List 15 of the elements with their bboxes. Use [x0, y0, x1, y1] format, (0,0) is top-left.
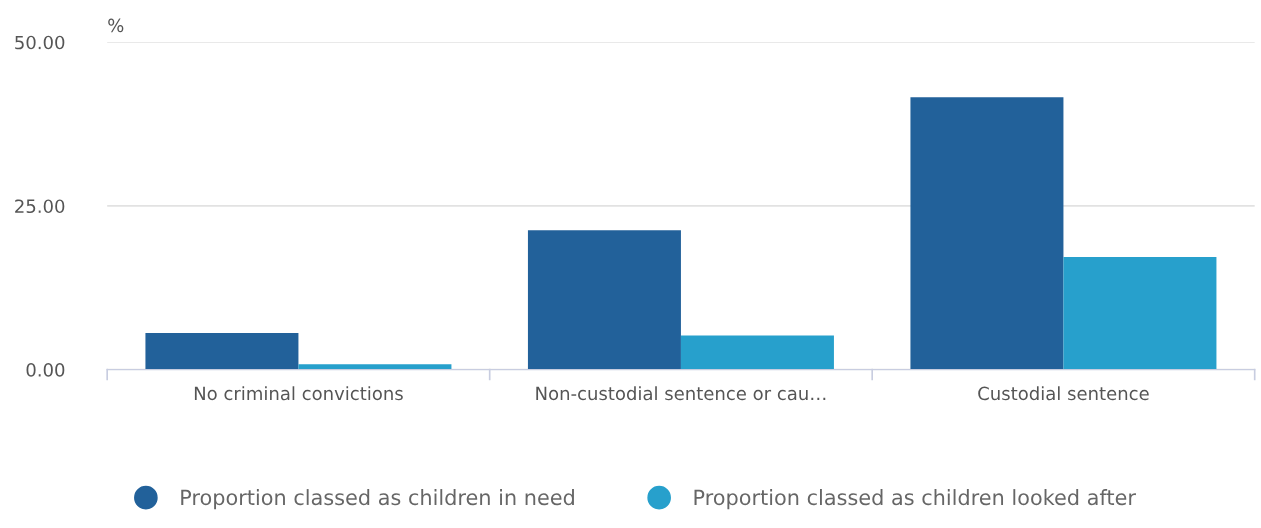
legend-label: Proportion classed as children looked after: [694, 489, 1136, 510]
bar: [1063, 256, 1217, 370]
y-tick-label: 25.00: [15, 199, 65, 214]
x-tick-label: Custodial sentence: [978, 386, 1149, 401]
y-axis-title: %: [108, 18, 124, 33]
bar: [298, 364, 452, 370]
bar: [527, 230, 681, 370]
bar: [910, 97, 1064, 370]
y-tick-label: 0.00: [26, 363, 65, 377]
bar: [680, 335, 834, 370]
y-tick-label: 50.00: [15, 35, 65, 50]
x-tick-label: No criminal convictions: [194, 386, 403, 401]
bar: [145, 332, 299, 370]
legend-label: Proportion classed as children in need: [181, 489, 574, 510]
x-tick-label: Non-custodial sentence or cau…: [536, 386, 826, 401]
